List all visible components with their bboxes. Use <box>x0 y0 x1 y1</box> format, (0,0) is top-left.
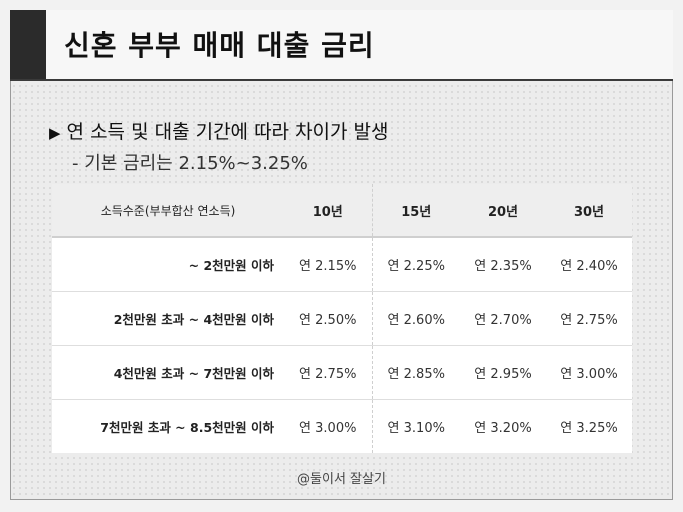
title-accent-block <box>10 10 46 79</box>
income-range-cell: 7천만원 초과 ~ 8.5천만원 이하 <box>52 399 284 453</box>
subline: - 기본 금리는 2.15%~3.25% <box>72 153 308 174</box>
rate-cell: 연 2.35% <box>460 237 546 292</box>
header-period: 15년 <box>372 184 460 238</box>
table-row: 2천만원 초과 ~ 4천만원 이하 연 2.50% 연 2.60% 연 2.70… <box>52 291 632 346</box>
rate-table: 소득수준(부부합산 연소득) 10년 15년 20년 30년 ~ 2천만원 이하… <box>52 184 632 453</box>
rate-cell: 연 2.60% <box>372 291 460 346</box>
income-range-cell: 2천만원 초과 ~ 4천만원 이하 <box>52 291 284 346</box>
rate-cell: 연 2.70% <box>460 291 546 346</box>
income-range-cell: 4천만원 초과 ~ 7천만원 이하 <box>52 345 284 400</box>
rate-cell: 연 3.20% <box>460 399 546 453</box>
table-row: 4천만원 초과 ~ 7천만원 이하 연 2.75% 연 2.85% 연 2.95… <box>52 345 632 400</box>
rate-cell: 연 2.75% <box>284 345 373 400</box>
rate-cell: 연 2.50% <box>284 291 373 346</box>
header-period: 20년 <box>460 184 546 238</box>
rate-table-wrap: 소득수준(부부합산 연소득) 10년 15년 20년 30년 ~ 2천만원 이하… <box>52 184 632 453</box>
triangle-bullet-icon: ▶ <box>49 124 61 142</box>
rate-cell: 연 2.15% <box>284 237 373 292</box>
page-title: 신혼 부부 매매 대출 금리 <box>64 29 375 62</box>
footer-credit: @둘이서 잘살기 <box>297 472 386 487</box>
header-income: 소득수준(부부합산 연소득) <box>52 184 284 238</box>
table-header-row: 소득수준(부부합산 연소득) 10년 15년 20년 30년 <box>52 184 632 238</box>
table-row: 7천만원 초과 ~ 8.5천만원 이하 연 3.00% 연 3.10% 연 3.… <box>52 399 632 453</box>
rate-cell: 연 2.95% <box>460 345 546 400</box>
rate-cell: 연 2.40% <box>546 237 632 292</box>
rate-cell: 연 3.10% <box>372 399 460 453</box>
rate-cell: 연 3.00% <box>546 345 632 400</box>
header-period: 30년 <box>546 184 632 238</box>
rate-cell: 연 3.00% <box>284 399 373 453</box>
table-row: ~ 2천만원 이하 연 2.15% 연 2.25% 연 2.35% 연 2.40… <box>52 237 632 292</box>
rate-cell: 연 2.75% <box>546 291 632 346</box>
rate-cell: 연 3.25% <box>546 399 632 453</box>
header-period: 10년 <box>284 184 373 238</box>
headline-text: 연 소득 및 대출 기간에 따라 차이가 발생 <box>66 121 389 143</box>
income-range-cell: ~ 2천만원 이하 <box>52 237 284 292</box>
title-bar: 신혼 부부 매매 대출 금리 <box>10 10 673 81</box>
rate-cell: 연 2.25% <box>372 237 460 292</box>
headline: ▶ 연 소득 및 대출 기간에 따라 차이가 발생 <box>49 117 389 144</box>
rate-cell: 연 2.85% <box>372 345 460 400</box>
